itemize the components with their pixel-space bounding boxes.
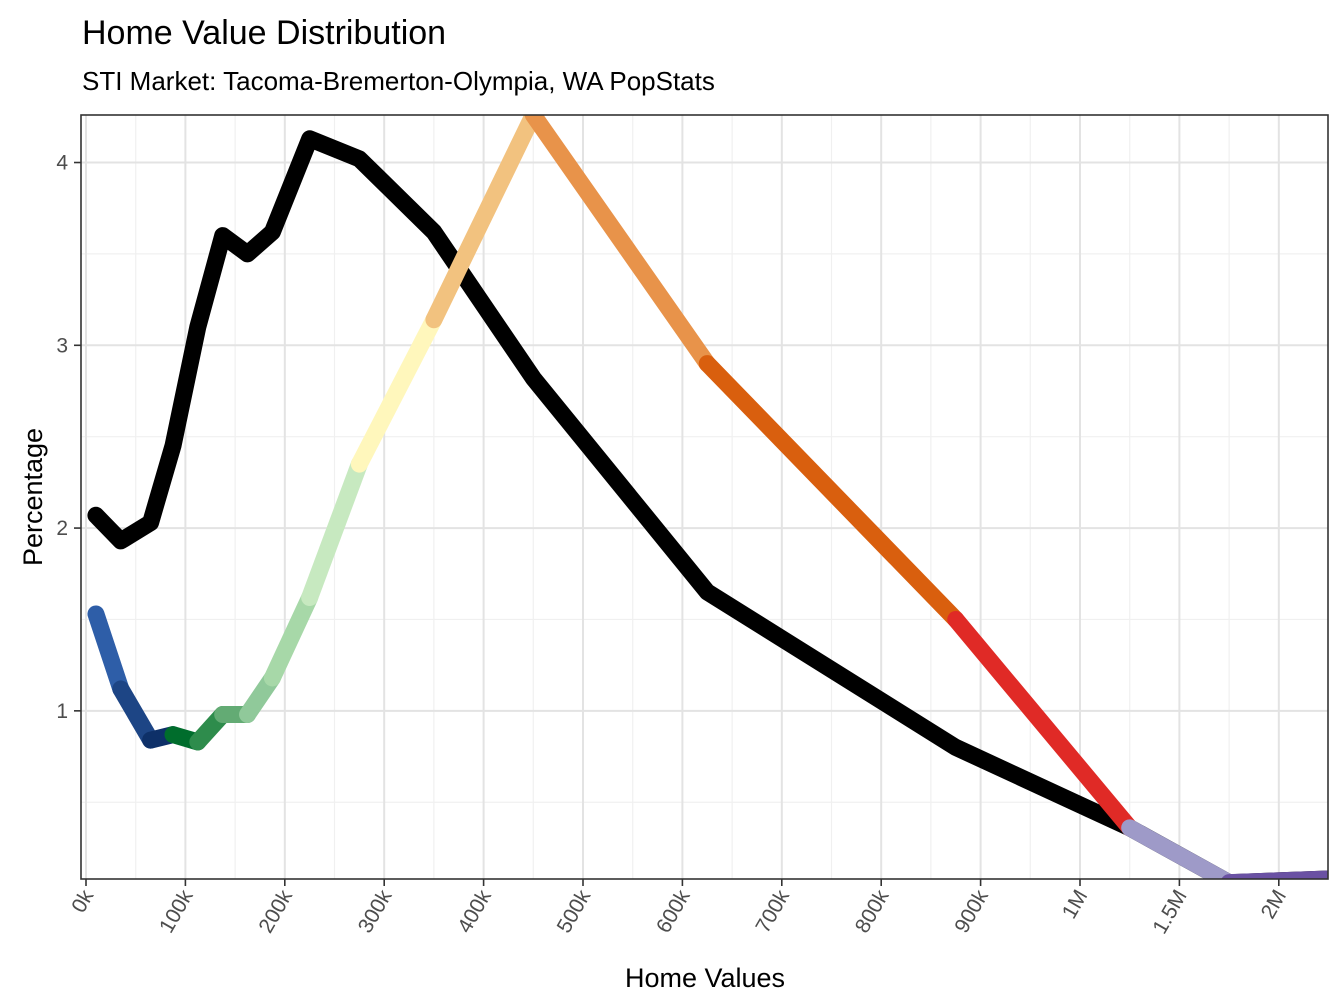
y-tick-label: 4	[56, 152, 68, 175]
series-line-0	[87, 130, 1328, 879]
y-axis-title: Percentage	[18, 428, 48, 566]
x-tick-label: 600k	[652, 886, 695, 937]
chart-subtitle: STI Market: Tacoma-Bremerton-Olympia, WA…	[82, 66, 715, 96]
series-segment	[301, 455, 368, 607]
x-tick-label: 0k	[67, 886, 98, 917]
x-tick-label: 900k	[950, 886, 993, 937]
x-tick-label: 2M	[1257, 886, 1292, 923]
x-tick-label: 500k	[553, 886, 596, 937]
series-segment	[524, 115, 716, 373]
x-tick-label: 800k	[851, 886, 894, 937]
x-tick-label: 1.5M	[1148, 886, 1191, 938]
x-tick-label: 400k	[453, 886, 496, 937]
x-tick-label: 200k	[254, 886, 297, 937]
series-segment	[698, 355, 965, 628]
x-tick-label: 300k	[354, 886, 397, 937]
x-tick-label: 100k	[155, 886, 198, 937]
plot-panel-border	[80, 114, 1329, 880]
x-axis-title: Home Values	[625, 963, 785, 993]
y-tick-label: 3	[56, 334, 68, 357]
series-segment	[1121, 819, 1237, 879]
x-axis: 0k 100k 200k 300k 400k 500k 600k 700k 800k 900k 1M…	[67, 879, 1291, 938]
series-segment	[87, 605, 130, 698]
series-segment	[425, 115, 542, 329]
grid-lines	[81, 115, 1328, 879]
y-tick-label: 2	[56, 517, 68, 540]
plot-panel	[81, 115, 1328, 879]
series-layer	[87, 115, 1328, 879]
y-tick-label: 1	[56, 700, 68, 723]
series-segment	[263, 589, 319, 687]
series-segment	[112, 680, 160, 749]
y-axis: 1 2 3 4	[56, 152, 81, 723]
x-tick-label: 700k	[751, 886, 794, 937]
x-tick-label: 1M	[1058, 886, 1093, 923]
chart-title: Home Value Distribution	[82, 14, 446, 52]
series-segment	[947, 610, 1139, 837]
series-segment	[350, 311, 443, 473]
